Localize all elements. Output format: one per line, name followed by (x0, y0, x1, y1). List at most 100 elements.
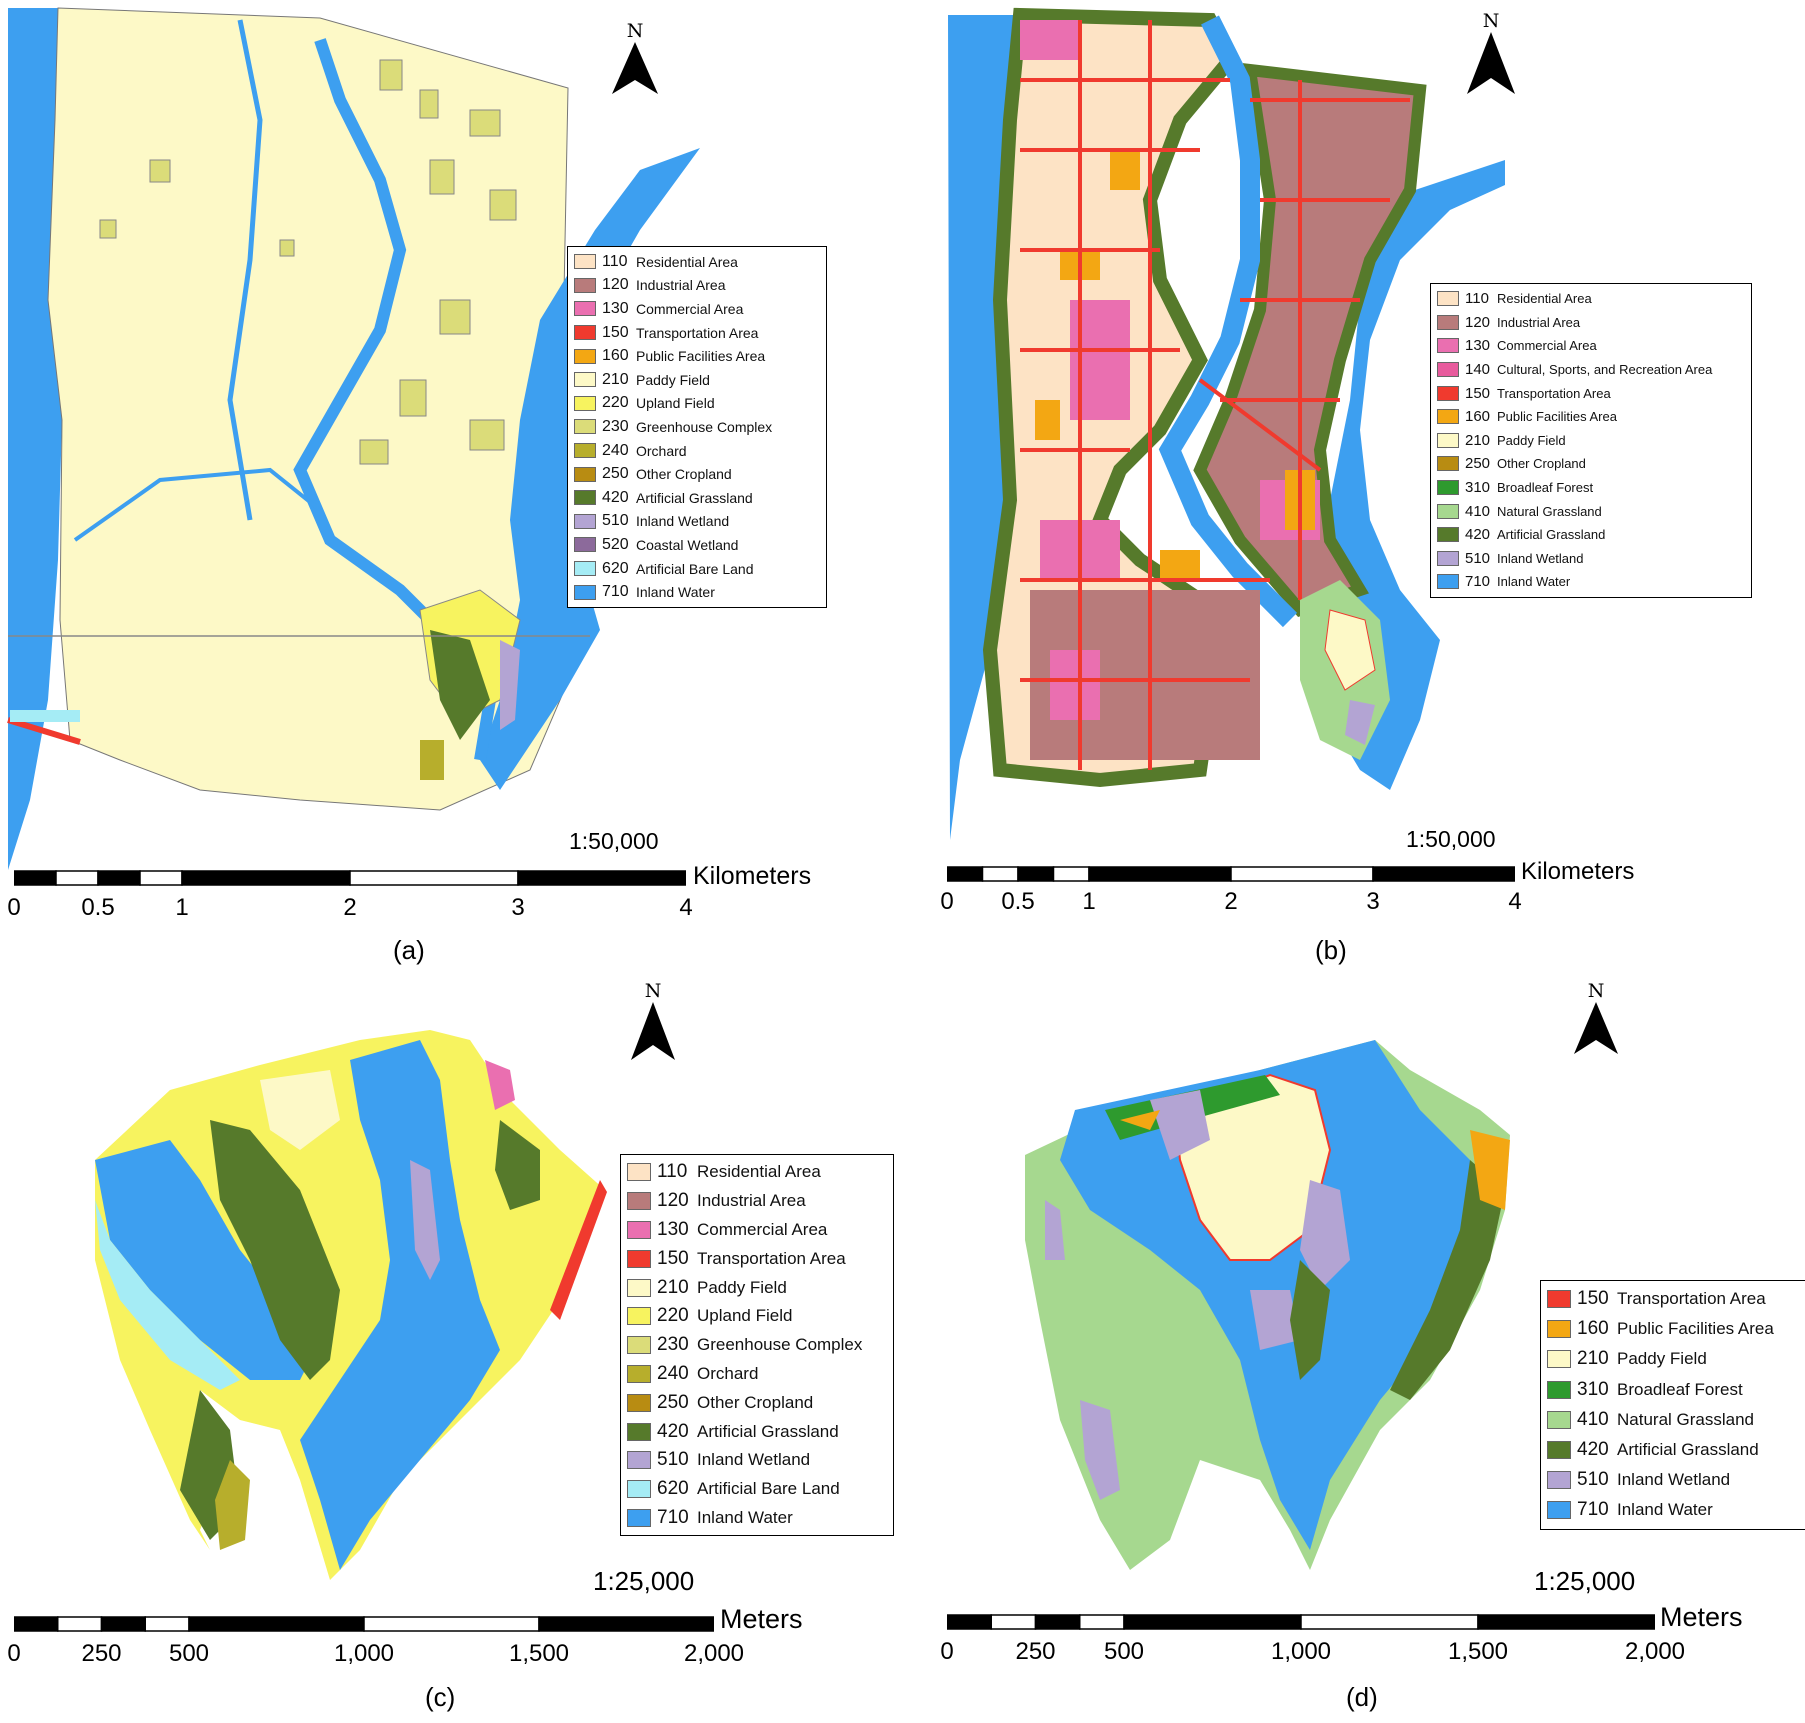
legend-item: 110 Residential Area (627, 1158, 887, 1187)
scale-bar-segment (946, 866, 984, 882)
scale-bar-segment (1017, 866, 1055, 882)
legend-swatch (1437, 409, 1459, 425)
legend-code: 520 (602, 535, 629, 553)
scale-bar-graphic (13, 1616, 715, 1632)
scale-tick-label: 0 (940, 1638, 954, 1665)
legend-item: 210 Paddy Field (574, 368, 820, 392)
north-arrow-d: N (1571, 980, 1621, 1059)
scale-bar-segment (517, 870, 687, 886)
legend-item: 150 Transportation Area (627, 1244, 887, 1273)
caption-a: (a) (393, 935, 425, 965)
legend-swatch (1437, 314, 1459, 330)
map-b-river (1158, 15, 1298, 628)
legend-swatch (1547, 1320, 1571, 1339)
legend-item: 420 Artificial Grassland (1437, 523, 1745, 547)
scale-bar-segment (57, 1616, 103, 1632)
scale-bar-segment (990, 1614, 1037, 1630)
legend-label: Inland Water (697, 1507, 793, 1527)
scale-bar-segment (1088, 866, 1232, 882)
legend-swatch (574, 443, 596, 459)
legend-label: Industrial Area (697, 1191, 806, 1211)
scale-bar-segment (1372, 866, 1516, 882)
legend-swatch (574, 466, 596, 482)
legend-code: 410 (1465, 502, 1491, 520)
legend-label: Other Cropland (697, 1392, 814, 1412)
legend-label: Transportation Area (1617, 1289, 1766, 1309)
legend-label: Paddy Field (1497, 432, 1566, 448)
legend-code: 710 (1465, 573, 1491, 591)
map-d-forest (1105, 1075, 1280, 1140)
legend-label: Residential Area (1497, 291, 1592, 307)
legend-swatch (574, 584, 596, 600)
scale-tick-label: 1 (175, 894, 189, 921)
legend-item: 410 Natural Grassland (1547, 1405, 1801, 1435)
map-d-public (1470, 1130, 1510, 1210)
legend-swatch (627, 1364, 651, 1383)
map-d-water (1060, 1040, 1470, 1550)
legend-swatch (1437, 574, 1459, 590)
map-d-wetland (1045, 1090, 1350, 1500)
scale-tick-label: 3 (511, 894, 525, 921)
north-letter: N (626, 20, 644, 42)
legend-swatch (627, 1163, 651, 1182)
legend-item: 120 Industrial Area (1437, 311, 1745, 335)
legend-code: 150 (657, 1247, 689, 1269)
caption-c: (c) (425, 1682, 456, 1712)
legend-label: Artificial Grassland (697, 1421, 839, 1441)
legend-label: Coastal Wetland (636, 536, 739, 553)
scale-tick-label: 1,000 (1270, 1638, 1332, 1665)
legend-item: 130 Commercial Area (574, 297, 820, 321)
scale-bar-segment (1052, 866, 1090, 882)
legend-label: Paddy Field (636, 371, 710, 388)
legend-swatch (574, 395, 596, 411)
legend-item: 210 Paddy Field (1547, 1344, 1801, 1374)
legend-label: Cultural, Sports, and Recreation Area (1497, 362, 1713, 378)
legend-label: Natural Grassland (1617, 1409, 1755, 1429)
map-a-river-2 (227, 19, 263, 521)
scale-bar-graphic (946, 1614, 1656, 1630)
legend-swatch (574, 277, 596, 293)
map-c-bare-land (95, 1200, 240, 1390)
legend-label: Broadleaf Forest (1497, 480, 1594, 496)
legend-swatch (1437, 362, 1459, 378)
map-a-sea-left (8, 8, 62, 870)
legend-swatch (1437, 338, 1459, 354)
legend-code: 250 (1465, 455, 1491, 473)
map-c-grassland (210, 1120, 340, 1380)
map-a-bare-land (10, 710, 80, 722)
legend-swatch (574, 325, 596, 341)
legend-label: Upland Field (697, 1306, 793, 1326)
legend-swatch (627, 1393, 651, 1412)
legend-swatch (627, 1192, 651, 1211)
legend-label: Transportation Area (697, 1248, 846, 1268)
legend-item: 620 Artificial Bare Land (574, 557, 820, 581)
legend-code: 220 (602, 394, 629, 412)
legend-label: Transportation Area (636, 324, 759, 341)
map-a-road-south (7, 717, 81, 745)
legend-swatch (1437, 385, 1459, 401)
scale-bar-segment (181, 870, 351, 886)
legend-item: 310 Broadleaf Forest (1547, 1375, 1801, 1405)
legend-label: Greenhouse Complex (697, 1335, 863, 1355)
scale-tick-label: 4 (679, 894, 693, 921)
legend-code: 310 (1577, 1378, 1609, 1400)
legend-item: 120 Industrial Area (627, 1187, 887, 1216)
legend-item: 420 Artificial Grassland (1547, 1435, 1801, 1465)
scale-bar-a (13, 870, 687, 886)
legend-item: 160 Public Facilities Area (1547, 1314, 1801, 1344)
legend-item: 250 Other Cropland (574, 462, 820, 486)
legend-label: Orchard (697, 1363, 759, 1383)
legend-item: 240 Orchard (574, 439, 820, 463)
scale-ratio-b: 1:50,000 (1406, 826, 1496, 852)
legend-label: Artificial Bare Land (636, 560, 754, 577)
legend-a-rows: 110 Residential Area 120 Industrial Area 130… (574, 250, 820, 604)
legend-label: Other Cropland (636, 466, 732, 483)
caption-b: (b) (1315, 935, 1347, 965)
legend-label: Commercial Area (1497, 338, 1597, 354)
legend-code: 510 (1465, 549, 1491, 567)
legend-item: 150 Transportation Area (574, 321, 820, 345)
legend-code: 510 (602, 512, 629, 530)
legend-code: 310 (1465, 479, 1491, 497)
legend-code: 130 (657, 1218, 689, 1240)
legend-swatch (1547, 1350, 1571, 1369)
